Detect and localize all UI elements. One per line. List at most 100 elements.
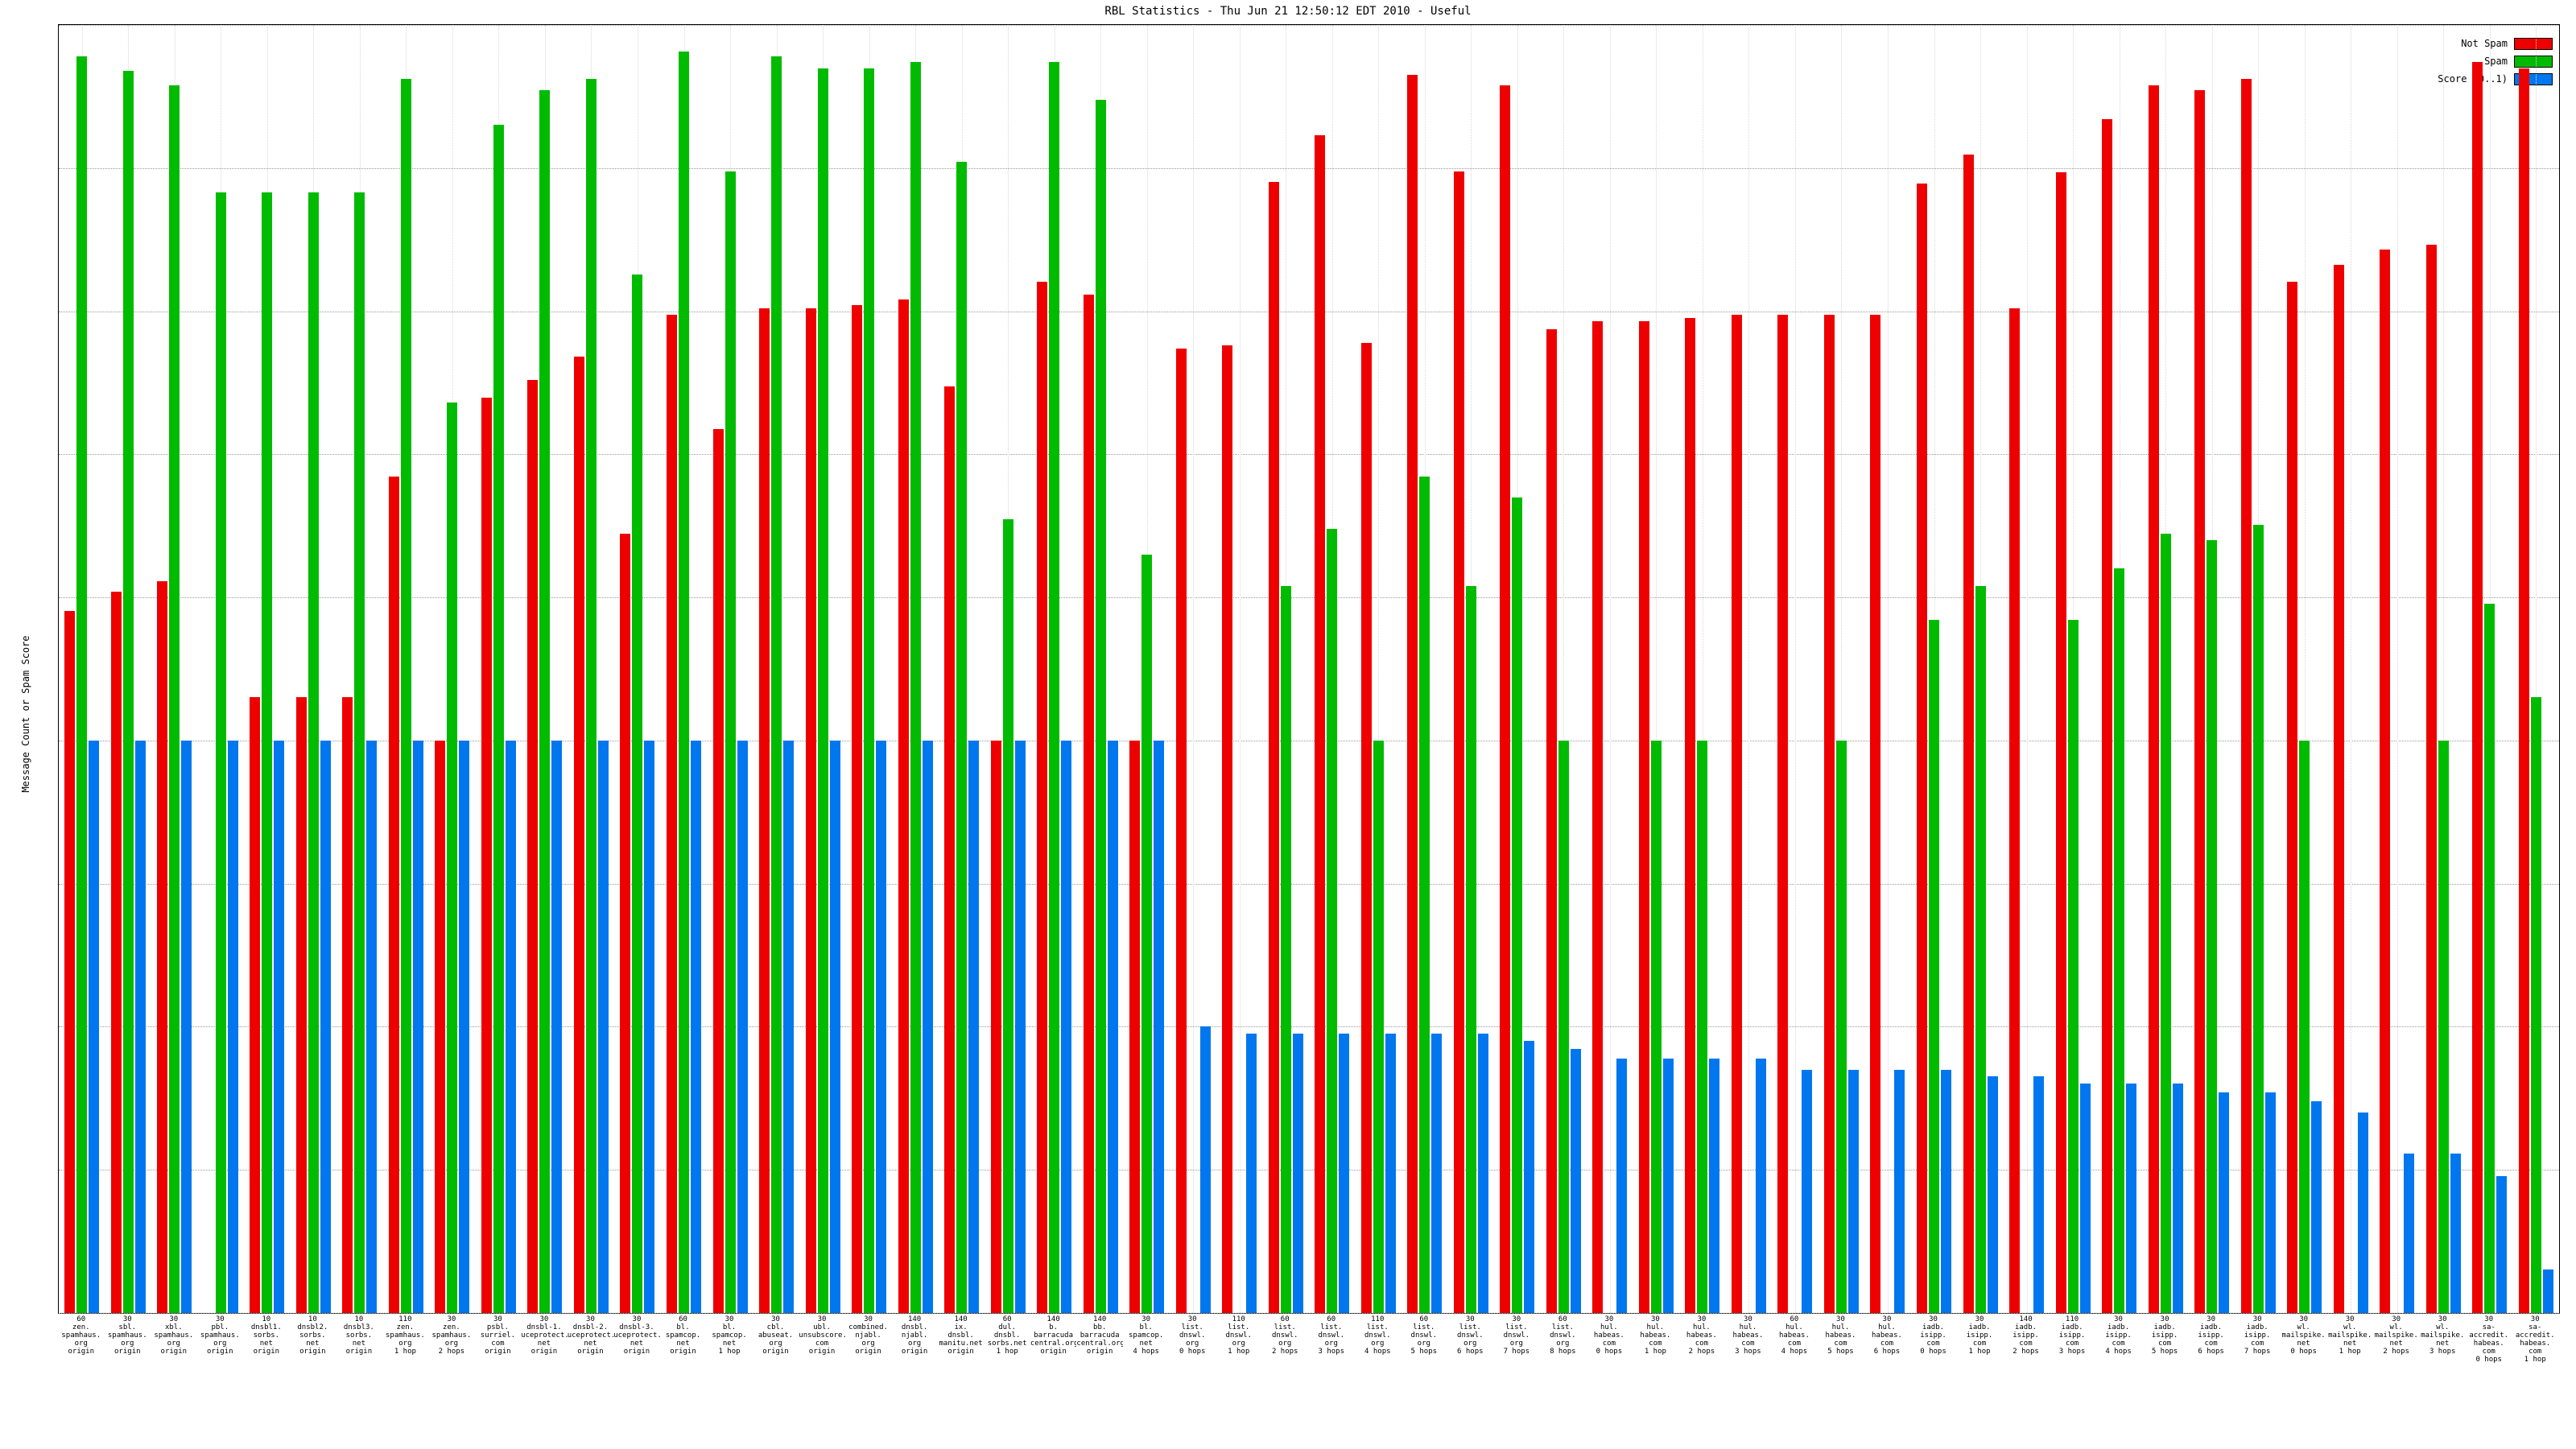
x-tick-label-line: 6 hops — [2198, 1348, 2224, 1356]
bar-score — [134, 740, 146, 1313]
bar-spam — [1650, 740, 1662, 1313]
x-tick-label-line: central.org — [1030, 1340, 1077, 1348]
x-tick-label-line: 30 — [586, 1315, 595, 1323]
bar-score — [551, 740, 563, 1313]
x-tick-label-line: net — [352, 1340, 365, 1348]
bar-score — [1246, 1033, 1257, 1313]
x-tick-label-line: habeas. — [1686, 1331, 1717, 1340]
x-tick-label-line: 1 hop — [1968, 1348, 1991, 1356]
bar-not-spam — [2148, 85, 2159, 1313]
x-tick-label-line: 30 — [1650, 1315, 1660, 1323]
x-tick-label-line: net — [537, 1340, 551, 1348]
x-tick-label-line: hul. — [1646, 1323, 1665, 1331]
grid-line-horizontal — [59, 167, 2559, 169]
x-tick-label-line: dnsbl-1. — [526, 1323, 562, 1331]
x-tick-label-line: origin — [808, 1348, 836, 1356]
bar-spam — [1419, 476, 1430, 1313]
x-tick-label-line: origin — [855, 1348, 881, 1356]
bar-score — [1524, 1040, 1535, 1313]
x-tick-label-line: 3 hops — [1735, 1348, 1761, 1356]
x-tick-label-line: 140 — [907, 1315, 922, 1323]
x-tick-label-line: 30 — [2345, 1315, 2355, 1323]
grid-line-vertical — [1239, 25, 1241, 1313]
x-tick-label-line: org — [398, 1340, 412, 1348]
x-tick-label-line: uceprotect. — [567, 1331, 614, 1340]
x-tick-label-line: com — [1880, 1340, 1894, 1348]
x-tick-label-line: 30 — [1604, 1315, 1614, 1323]
x-tick-label-line: sa-accredit. — [2515, 1323, 2555, 1340]
bar-score — [1339, 1033, 1350, 1313]
x-tick-label-line: 30 — [2392, 1315, 2401, 1323]
x-tick-label-line: origin — [207, 1348, 233, 1356]
bar-not-spam — [620, 533, 631, 1313]
x-tick-label: 30 dnsbl-3. uceprotect. net origin — [613, 1315, 660, 1356]
x-tick-label-line: pbl. — [211, 1323, 229, 1331]
x-tick-label-line: 30 — [1975, 1315, 1984, 1323]
bar-score — [2126, 1084, 2137, 1313]
bar-not-spam — [1268, 182, 1279, 1313]
bar-not-spam — [2194, 90, 2206, 1313]
bar-score — [1802, 1069, 1813, 1313]
bar-score — [1755, 1058, 1766, 1313]
x-tick-label-line: spamhaus. — [200, 1331, 240, 1340]
x-tick-label-line: ix. — [954, 1323, 968, 1331]
x-tick-label-line: 3 hops — [2429, 1348, 2456, 1356]
bar-not-spam — [1870, 314, 1881, 1313]
x-tick-label-line: sbl. — [118, 1323, 137, 1331]
x-tick-label-line: central.org — [1076, 1340, 1123, 1348]
grid-line-horizontal — [59, 1026, 2559, 1028]
x-tick-label-line: com — [2529, 1348, 2542, 1356]
x-tick-label-line: com — [1602, 1340, 1616, 1348]
x-tick-label-line: 30 — [2438, 1315, 2447, 1323]
bar-score — [1061, 740, 1072, 1313]
x-tick-label-line: origin — [1040, 1348, 1067, 1356]
x-tick-label-line: 2 hops — [438, 1348, 465, 1356]
bar-score — [1431, 1033, 1443, 1313]
bar-spam — [1280, 586, 1291, 1313]
x-tick-label-line: isipp. — [2151, 1331, 2178, 1340]
bar-not-spam — [1823, 314, 1835, 1313]
x-tick-label: 140 bb. barracuda central.org origin — [1076, 1315, 1123, 1356]
x-tick-label-line: 1 hop — [996, 1348, 1018, 1356]
x-tick-label-line: 30 — [1697, 1315, 1707, 1323]
x-tick-label-line: 5 hops — [1410, 1348, 1438, 1356]
x-tick-label: 60 bl. spamcop. net origin — [660, 1315, 707, 1356]
x-tick-label-line: org — [213, 1340, 227, 1348]
x-tick-label-line: net — [1139, 1340, 1153, 1348]
x-tick-label: 60 list. dnswl. org 8 hops — [1540, 1315, 1587, 1356]
x-tick-label: 10 dnsbl3. sorbs. net origin — [336, 1315, 382, 1356]
x-tick-label-line: dul. — [998, 1323, 1016, 1331]
x-tick-label-line: njabl. — [901, 1331, 928, 1340]
bar-not-spam — [64, 611, 76, 1313]
x-tick-label-line: 5 hops — [2151, 1348, 2178, 1356]
bar-not-spam — [1731, 314, 1742, 1313]
x-tick-label: 60 zen. spamhaus. org origin — [58, 1315, 105, 1356]
bar-score — [1941, 1069, 1951, 1313]
x-tick-label-line: list. — [1551, 1323, 1574, 1331]
x-tick-label-line: 1 hop — [394, 1348, 416, 1356]
bar-not-spam — [759, 308, 770, 1313]
x-tick-label: 10 dnsbl1. sorbs. net origin — [243, 1315, 290, 1356]
bar-score — [2311, 1101, 2322, 1313]
x-tick-label-line: org — [1371, 1340, 1385, 1348]
x-tick-label-line: 30 — [2160, 1315, 2169, 1323]
x-tick-label-line: cbl. — [766, 1323, 785, 1331]
x-tick-label-line: org — [167, 1340, 180, 1348]
x-tick-label-line: sorbs. — [253, 1331, 280, 1340]
x-tick-label-line: 60 — [679, 1315, 687, 1323]
x-tick-label-line: 0 hops — [2475, 1356, 2502, 1364]
grid-line-horizontal — [59, 1313, 2559, 1314]
x-tick-label-line: dnswl. — [1550, 1331, 1576, 1340]
x-tick-label-line: iadb. — [2153, 1323, 2176, 1331]
x-tick-label-line: b. — [1049, 1323, 1059, 1331]
x-tick-label-line: habeas. — [1593, 1331, 1624, 1340]
x-tick-label: 30 sa-accredit. habeas. com 0 hops — [2466, 1315, 2512, 1364]
x-tick-label-line: com — [2482, 1348, 2496, 1356]
x-tick-label-line: barracuda — [1080, 1331, 1120, 1340]
x-tick-label: 30 xbl. spamhaus. org origin — [151, 1315, 197, 1356]
bar-not-spam — [1129, 740, 1141, 1313]
x-tick-label: 30 sbl. spamhaus. org origin — [105, 1315, 151, 1356]
x-tick-label-line: bb. — [1093, 1323, 1107, 1331]
x-tick-label: 30 psbl. surriel. com origin — [475, 1315, 522, 1356]
bar-spam — [76, 56, 88, 1313]
